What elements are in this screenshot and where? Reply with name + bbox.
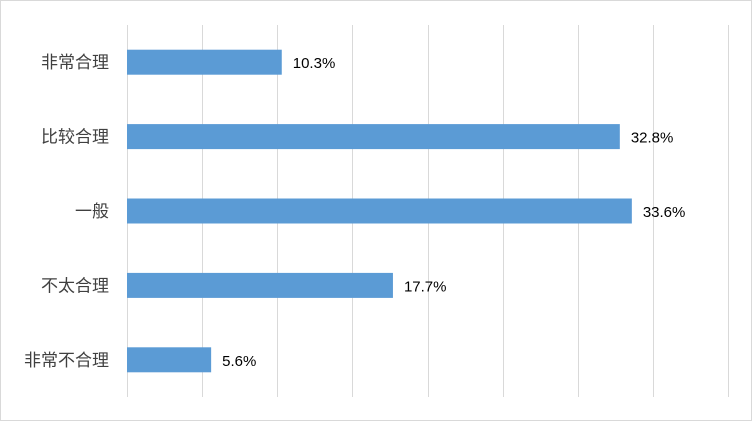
value-label: 33.6% xyxy=(643,204,686,221)
category-label: 一般 xyxy=(75,202,109,222)
bar-5 xyxy=(127,347,212,373)
value-label: 10.3% xyxy=(293,55,336,72)
value-label: 5.6% xyxy=(222,353,256,370)
category-label: 非常合理 xyxy=(41,53,109,73)
category-label: 非常不合理 xyxy=(24,351,109,371)
bar-4 xyxy=(127,272,393,298)
bar-2 xyxy=(127,124,620,150)
value-label: 17.7% xyxy=(404,278,447,295)
labels: 非常合理 10.3% 比较合理 32.8% 一般 33.6% 不太合理 17.7% 非常不合理 5… xyxy=(24,53,685,371)
bars xyxy=(127,49,632,373)
category-label: 比较合理 xyxy=(41,128,109,148)
category-label: 不太合理 xyxy=(41,276,109,296)
bar-3 xyxy=(127,198,632,224)
bar-1 xyxy=(127,49,282,75)
value-label: 32.8% xyxy=(631,130,674,147)
